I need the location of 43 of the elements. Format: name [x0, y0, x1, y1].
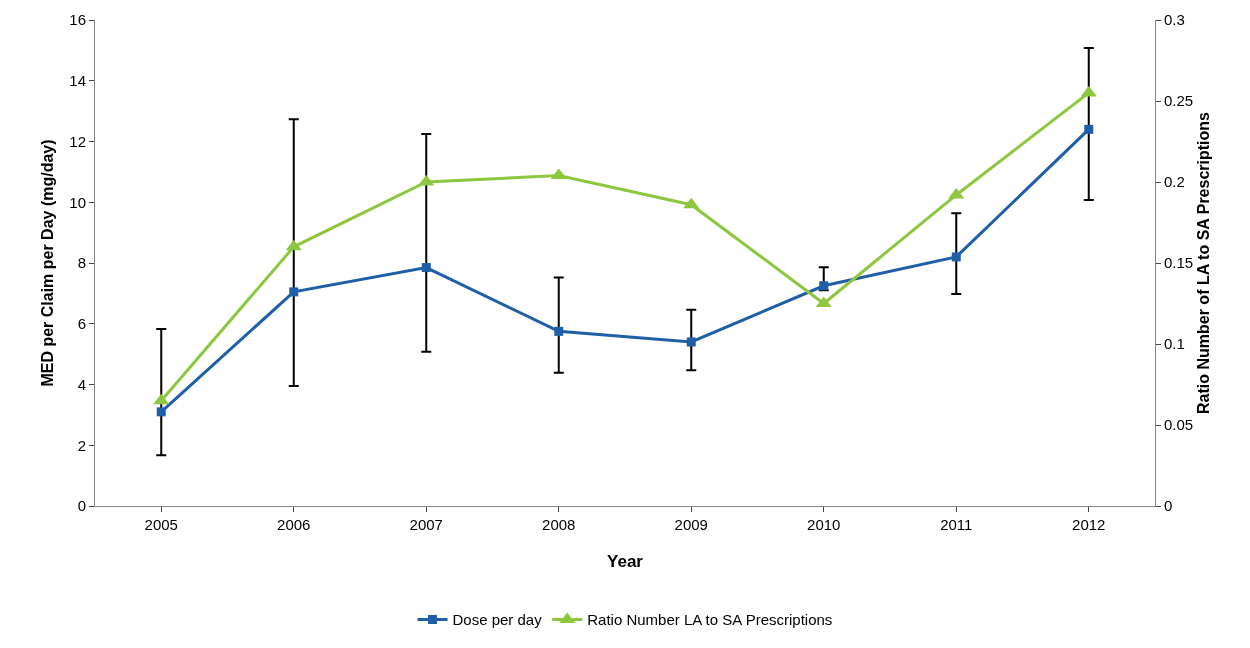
x-tick-label: 2006 — [277, 516, 311, 533]
point — [156, 407, 166, 417]
point — [421, 263, 431, 273]
point — [153, 393, 170, 405]
point — [819, 281, 829, 291]
point — [285, 239, 302, 251]
y2-tick-label: 0.3 — [1164, 11, 1185, 29]
point — [1080, 85, 1097, 97]
y-tick-label: 0 — [77, 497, 86, 515]
point — [289, 287, 299, 297]
x-tick-label: 2005 — [144, 516, 178, 533]
x-tick-label: 2007 — [409, 516, 443, 533]
point — [554, 326, 564, 336]
point — [951, 252, 961, 262]
x-tick-label: 2010 — [807, 516, 841, 533]
y-tick-label: 16 — [69, 11, 86, 29]
y-tick-label: 10 — [69, 193, 86, 211]
y-tick-label: 14 — [69, 72, 86, 89]
y2-tick-label: 0 — [1164, 497, 1173, 515]
y2-tick-label: 0.05 — [1164, 416, 1194, 434]
y2-axis-title: Ratio Number of LA to SA Prescriptions — [1195, 111, 1213, 414]
y-tick-label: 8 — [77, 254, 86, 272]
y-tick-label: 2 — [77, 436, 86, 454]
x-tick-label: 2008 — [542, 516, 576, 533]
legend-label: Ratio Number LA to SA Prescriptions — [587, 611, 833, 629]
point — [1084, 124, 1094, 134]
y2-tick-label: 0.15 — [1164, 254, 1194, 272]
y-tick-label: 6 — [77, 315, 86, 332]
point — [550, 168, 567, 180]
point — [948, 187, 965, 199]
point — [686, 337, 696, 347]
y2-tick-label: 0.25 — [1164, 92, 1194, 110]
x-axis-title: Year — [607, 552, 644, 571]
y-axis-title: MED per Claim per Day (mg/day) — [39, 139, 56, 387]
point — [683, 197, 700, 209]
x-tick-label: 2012 — [1072, 516, 1106, 533]
y-tick-label: 4 — [77, 375, 86, 393]
x-tick-label: 2009 — [674, 516, 708, 533]
x-tick-label: 2011 — [940, 516, 973, 533]
y2-tick-label: 0.1 — [1164, 335, 1185, 353]
y2-tick-label: 0.2 — [1164, 173, 1185, 191]
y-tick-label: 12 — [69, 132, 86, 150]
legend-label: Dose per day — [452, 611, 543, 629]
